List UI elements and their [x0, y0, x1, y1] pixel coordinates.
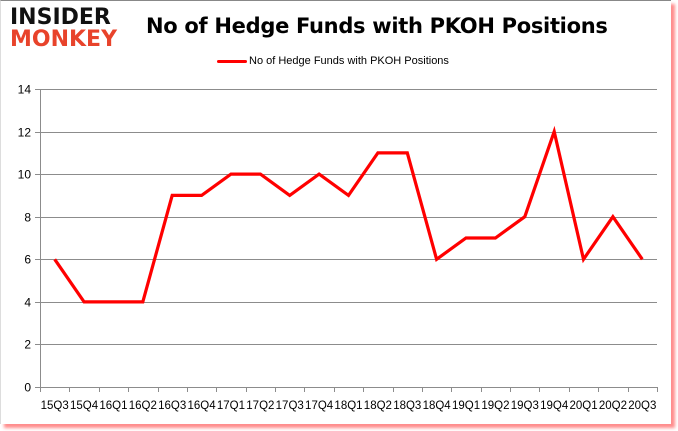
insider-monkey-logo: INSIDER MONKEY [10, 7, 117, 51]
y-tick-label: 10 [18, 168, 32, 182]
y-tick-label: 14 [18, 83, 32, 97]
x-tick-label: 16Q2 [129, 400, 157, 412]
legend-label: No of Hedge Funds with PKOH Positions [249, 55, 449, 67]
x-tick-label: 16Q3 [158, 400, 186, 412]
x-tick-label: 15Q3 [41, 400, 69, 412]
y-tick-label: 8 [24, 211, 31, 225]
legend-line-swatch-icon [217, 59, 247, 63]
x-tick-label: 17Q4 [305, 400, 334, 412]
x-tick-label: 17Q2 [246, 400, 274, 412]
x-tick-label: 19Q2 [481, 400, 509, 412]
x-tick-label: 17Q1 [217, 400, 245, 412]
x-tick-label: 20Q1 [569, 400, 597, 412]
chart-legend: No of Hedge Funds with PKOH Positions [217, 55, 449, 67]
y-tick-label: 6 [24, 253, 31, 267]
x-tick-label: 15Q4 [70, 400, 99, 412]
logo-line-1: INSIDER [10, 5, 111, 30]
y-tick-label: 0 [24, 381, 31, 395]
y-tick-label: 12 [18, 126, 32, 140]
x-tick-label: 18Q2 [364, 400, 392, 412]
chart-frame [0, 0, 671, 424]
series-line [53, 125, 644, 304]
x-tick-label: 17Q3 [276, 400, 304, 412]
x-tick-label: 18Q3 [393, 400, 421, 412]
x-tick-label: 19Q1 [452, 400, 480, 412]
x-tick-label: 18Q1 [334, 400, 362, 412]
x-tick-label: 19Q4 [540, 400, 569, 412]
logo-line-2: MONKEY [10, 27, 118, 52]
y-tick-label: 4 [24, 296, 31, 310]
x-tick-label: 18Q4 [423, 400, 452, 412]
x-tick-label: 20Q2 [599, 400, 627, 412]
x-tick-label: 19Q3 [511, 400, 539, 412]
x-tick-label: 16Q1 [99, 400, 127, 412]
x-tick-label: 20Q3 [628, 400, 656, 412]
chart-title: No of Hedge Funds with PKOH Positions [146, 14, 608, 38]
x-tick-label: 16Q4 [188, 400, 217, 412]
y-tick-label: 2 [24, 338, 31, 352]
